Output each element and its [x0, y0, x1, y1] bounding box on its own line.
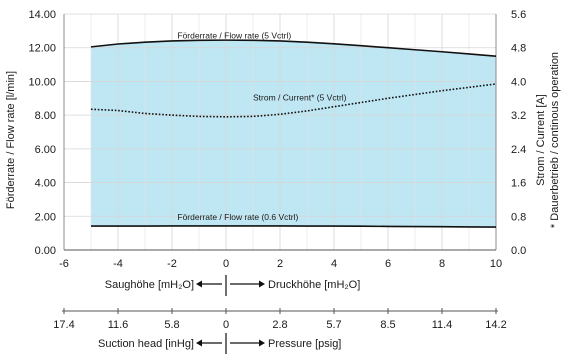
y-left-tick-label: 2.00 [35, 211, 56, 223]
y-left-tick-label: 12.00 [28, 43, 56, 55]
y-left-axis-title: Förderrate / Flow rate [l/min] [5, 71, 17, 209]
x-tick-label: 10 [490, 258, 502, 270]
y-right-tick-label: 0.0 [511, 245, 526, 257]
y-right-tick-label: 1.6 [511, 178, 526, 190]
pressure-arrow-left-icon [196, 339, 202, 347]
pressure-arrow-right-icon [259, 339, 265, 347]
series-line-0 [90, 39, 497, 57]
x-tick-label: -4 [113, 258, 123, 270]
y-left-tick-label: 6.00 [35, 144, 56, 156]
head-arrow-right-icon [259, 280, 265, 288]
y-right-tick-label: 4.0 [511, 76, 526, 88]
y-right-tick-label: 5.6 [511, 9, 526, 21]
y-right-axis-title: Strom / Current [A] [535, 94, 547, 186]
secondary-tick-label: 5.8 [164, 319, 179, 331]
y-right-tick-label: 4.8 [511, 43, 526, 55]
secondary-tick-label: 0 [223, 319, 229, 331]
x-tick-label: 4 [331, 258, 337, 270]
y-left-tick-label: 4.00 [35, 178, 56, 190]
secondary-tick-label: 11.6 [108, 319, 129, 331]
pressure-psig-label: Pressure [psig] [268, 338, 341, 350]
secondary-tick-label: 17.4 [53, 319, 74, 331]
suction-head-inhg-label: Suction head [inHg] [98, 338, 194, 350]
x-tick-label: 6 [385, 258, 391, 270]
secondary-tick-label: 11.4 [432, 319, 453, 331]
y-left-tick-label: 0.00 [35, 245, 56, 257]
suction-head-label: Saughöhe [mH₂O] [105, 279, 194, 291]
secondary-tick-label: 2.8 [272, 319, 287, 331]
series-label-2: Förderrate / Flow rate (0.6 Vctrl) [177, 212, 298, 222]
y-right-tick-label: 0.8 [511, 211, 526, 223]
delivery-head-label: Druckhöhe [mH₂O] [268, 279, 360, 291]
series-label-1: Strom / Current* (5 Vctrl) [253, 92, 347, 102]
x-tick-label: 0 [223, 258, 229, 270]
x-tick-label: 2 [277, 258, 283, 270]
y-left-tick-label: 14.00 [28, 9, 56, 21]
y-left-tick-label: 8.00 [35, 110, 56, 122]
secondary-tick-label: 8.5 [380, 319, 395, 331]
series-line-2 [91, 225, 497, 228]
secondary-tick-label: 5.7 [326, 319, 341, 331]
y-right-tick-label: 3.2 [511, 110, 526, 122]
x-tick-label: -2 [167, 258, 177, 270]
operating-range-fill [91, 40, 496, 228]
head-arrow-left-icon [196, 280, 202, 288]
x-tick-label: 8 [439, 258, 445, 270]
x-tick-label: -6 [59, 258, 69, 270]
y-right-axis-note: * Dauerbetrieb / continous operation [549, 52, 561, 228]
y-left-tick-label: 10.00 [28, 76, 56, 88]
secondary-tick-label: 14.2 [485, 319, 506, 331]
series-label-0: Förderrate / Flow rate (5 Vctrl) [177, 30, 291, 40]
y-right-tick-label: 2.4 [511, 144, 526, 156]
